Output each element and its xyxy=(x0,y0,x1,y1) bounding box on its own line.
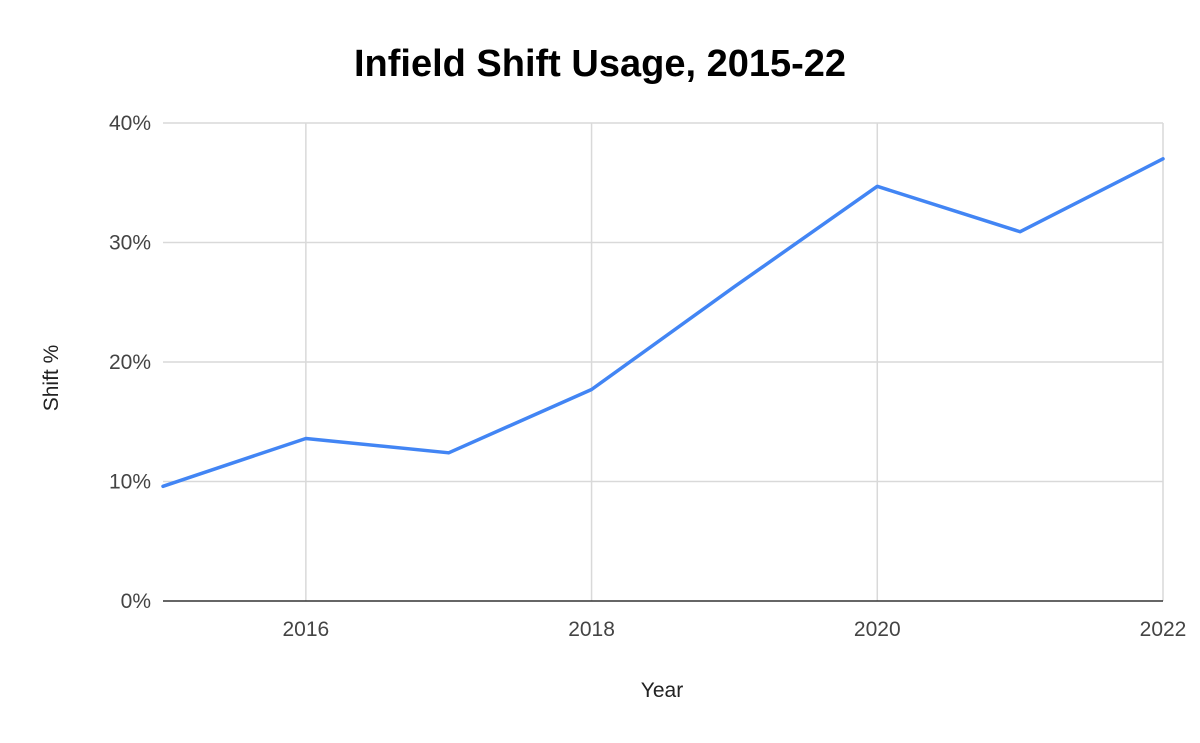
gridlines xyxy=(163,122,1164,601)
x-tick-label: 2020 xyxy=(854,618,901,641)
x-tick-label: 2022 xyxy=(1140,618,1187,641)
y-tick-label: 30% xyxy=(109,232,151,255)
tick-labels: 0% 10% 20% 30% 40% 2016 2018 2020 2022 xyxy=(109,112,1186,641)
y-tick-label: 0% xyxy=(121,590,151,613)
x-tick-label: 2016 xyxy=(282,618,329,641)
x-axis-title: Year xyxy=(641,679,683,702)
x-tick-label: 2018 xyxy=(568,618,615,641)
chart-title: Infield Shift Usage, 2015-22 xyxy=(354,43,846,85)
y-tick-label: 10% xyxy=(109,471,151,494)
y-tick-label: 20% xyxy=(109,351,151,374)
y-tick-label: 40% xyxy=(109,112,151,135)
series-layer xyxy=(161,157,1165,489)
series-line xyxy=(161,157,1165,489)
y-axis-title: Shift % xyxy=(40,345,63,412)
